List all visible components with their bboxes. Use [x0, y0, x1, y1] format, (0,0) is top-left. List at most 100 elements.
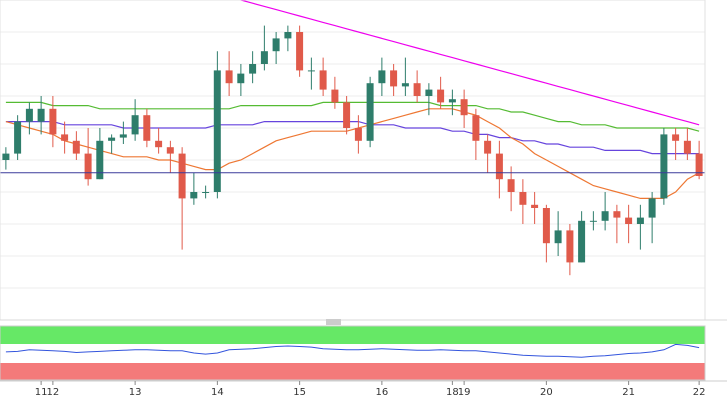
candle [37, 96, 45, 135]
x-tick-label: 21 [622, 387, 635, 398]
candle-body [519, 192, 527, 205]
candle [542, 204, 550, 263]
candle-body [249, 64, 257, 74]
candle-body [366, 83, 374, 141]
candle-body [542, 208, 550, 244]
candle-body [601, 211, 609, 221]
candle-body [401, 83, 409, 87]
candle [495, 140, 503, 199]
x-tick-label: 16 [376, 387, 389, 398]
x-tick-label: 13 [129, 387, 142, 398]
candle [166, 140, 174, 173]
candle [319, 57, 327, 96]
candle [131, 99, 139, 141]
candle-body [660, 134, 668, 199]
x-tick-label: 15 [293, 387, 306, 398]
x-tick-label: 20 [540, 387, 553, 398]
candle [296, 25, 304, 77]
candles [2, 25, 703, 276]
candle-body [507, 179, 515, 192]
candle [566, 224, 574, 276]
candle-body [14, 121, 22, 154]
series-line-0 [238, 0, 700, 126]
candle [108, 134, 116, 154]
series-line-2 [5, 120, 700, 155]
candle [554, 211, 562, 256]
candle [484, 134, 492, 173]
candle [143, 108, 151, 148]
candle [61, 121, 69, 154]
candle-body [636, 217, 644, 224]
candle [507, 166, 515, 212]
candle [531, 192, 539, 224]
candle [190, 172, 198, 205]
candle [437, 76, 445, 109]
candle-body [108, 137, 116, 141]
candle-body [272, 38, 280, 52]
candle-body [331, 89, 339, 103]
candle-body [155, 140, 163, 148]
moving-average-lines [5, 0, 700, 199]
x-tick-label: 18 [446, 387, 459, 398]
candle-body [354, 128, 362, 141]
candle-body [84, 153, 92, 180]
candle [460, 89, 468, 128]
candle-body [284, 32, 292, 39]
candle [519, 179, 527, 224]
candle-body [178, 153, 186, 199]
candle-body [625, 217, 633, 224]
x-axis: 11 12 13 14 15 16 18 19 20 21 22 [35, 381, 705, 398]
candle [648, 192, 656, 244]
candle-body [260, 51, 268, 64]
candle [448, 89, 456, 116]
candle-body [190, 192, 198, 199]
candle-body [390, 70, 398, 87]
oscillator-upper-band [0, 326, 705, 344]
candle-body [683, 140, 691, 154]
series-line-1 [5, 101, 700, 132]
candle-body [495, 153, 503, 180]
candle-body [437, 89, 445, 103]
candle [472, 108, 480, 160]
candle [331, 76, 339, 109]
candle-body [472, 115, 480, 141]
candle-body [96, 140, 104, 180]
candle-body [378, 70, 386, 84]
candle-body [531, 204, 539, 208]
candle [589, 211, 597, 231]
candle-body [119, 134, 127, 138]
oscillator-panel-border [0, 325, 706, 381]
candle-body [425, 89, 433, 96]
candle [272, 32, 280, 64]
candle-body [72, 140, 80, 154]
candle [683, 128, 691, 160]
candle [84, 128, 92, 186]
candle [49, 96, 57, 148]
candle [413, 70, 421, 103]
candle-body [213, 70, 221, 192]
candle-body [566, 230, 574, 263]
candle [225, 51, 233, 96]
candle-body [672, 134, 680, 141]
candle [390, 64, 398, 96]
candle [660, 128, 668, 205]
candle-body [613, 211, 621, 218]
candle-body [37, 108, 45, 122]
candle [695, 140, 703, 180]
candle [25, 102, 33, 135]
splitter-handle-icon[interactable] [326, 319, 341, 325]
candle-body [589, 220, 597, 222]
candle [636, 204, 644, 250]
candle-body [319, 70, 327, 90]
x-tick-label: 14 [211, 387, 224, 398]
candle [425, 83, 433, 116]
candle [213, 51, 221, 199]
candle [178, 147, 186, 250]
candle [155, 128, 163, 154]
candle [249, 51, 257, 84]
candle-body [648, 198, 656, 218]
x-tick-label: 11 [35, 387, 48, 398]
oscillator-panel [0, 325, 706, 381]
candle-body [61, 134, 69, 141]
